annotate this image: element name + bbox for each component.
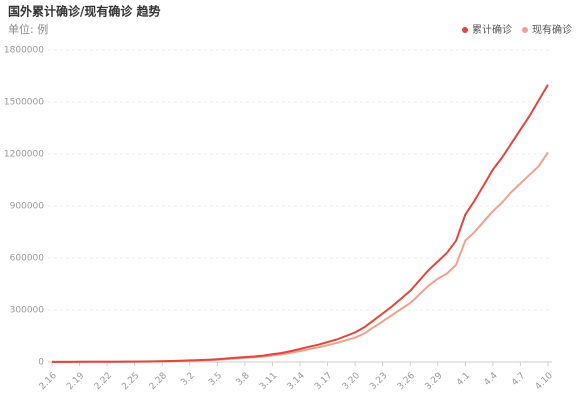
x-tick-label: 3.8 (235, 371, 252, 388)
x-tick-label: 2.25 (120, 371, 141, 392)
x-tick-label: 2.19 (65, 371, 86, 392)
x-tick-label: 4.7 (510, 371, 527, 388)
y-tick-label: 300000 (10, 306, 45, 316)
x-tick-label: 3.23 (368, 371, 389, 392)
x-tick-label: 2.16 (38, 371, 59, 392)
x-tick-label: 3.11 (258, 371, 279, 392)
x-tick-label: 3.26 (396, 371, 417, 392)
x-tick-label: 4.10 (534, 371, 555, 392)
legend-label: 现有确诊 (532, 23, 572, 36)
series-line (52, 151, 549, 363)
x-tick-label: 2.22 (93, 371, 114, 392)
x-tick-label: 3.29 (423, 371, 444, 392)
chart-subtitle: 单位: 例 (8, 22, 48, 36)
x-tick-label: 3.14 (286, 371, 307, 392)
series-line (52, 84, 549, 363)
x-tick-label: 3.2 (179, 371, 196, 388)
y-tick-label: 900000 (10, 202, 45, 212)
chart-title: 国外累计确诊/现有确诊 趋势 (8, 4, 161, 19)
x-tick-label: 2.28 (148, 371, 169, 392)
y-tick-label: 1500000 (4, 98, 44, 108)
legend-marker (462, 27, 468, 33)
y-tick-label: 1800000 (4, 46, 44, 56)
y-tick-label: 0 (38, 358, 44, 368)
x-tick-label: 4.1 (455, 371, 472, 388)
x-tick-label: 3.17 (313, 371, 334, 392)
x-tick-label: 4.4 (483, 371, 500, 388)
x-tick-label: 3.5 (207, 371, 224, 388)
y-tick-label: 600000 (10, 254, 45, 264)
legend-label: 累计确诊 (472, 23, 512, 36)
y-tick-label: 1200000 (4, 150, 44, 160)
legend-marker (522, 27, 528, 33)
x-tick-label: 3.20 (341, 371, 362, 392)
